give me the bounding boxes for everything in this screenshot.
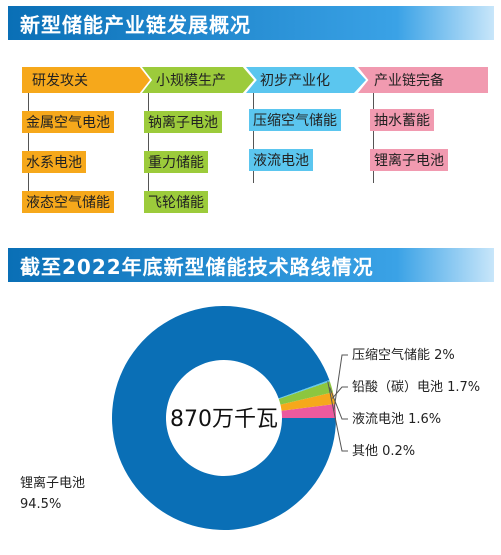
slice-2 [280,392,336,411]
slice-label-4: 其他 0.2% [352,444,415,459]
leader-line-3 [329,387,348,420]
connector-line [253,93,254,183]
leader-line-1 [333,354,348,412]
item-box: 锂离子电池 [370,149,448,171]
slice-label-3: 液流电池 1.6% [352,412,441,427]
item-box: 液流电池 [249,149,313,171]
section-title-tech-routes: 截至2022年底新型储能技术路线情况 [8,248,494,282]
connector-line [373,93,374,183]
item-box: 水系电池 [22,151,86,173]
center-total-label: 870万千瓦 [170,407,278,432]
item-box: 压缩空气储能 [249,109,341,131]
item-box: 抽水蓄能 [370,109,434,131]
item-box: 金属空气电池 [22,111,114,133]
stage-small-scale: 小规模生产 [142,67,254,93]
stage-label: 初步产业化 [260,73,330,89]
slice-label-2: 铅酸（碳）电池 1.7% [352,380,480,395]
stage-complete-chain: 产业链完备 [358,67,488,93]
stage-initial-industrialization: 初步产业化 [246,67,366,93]
stage-research: 研发攻关 [22,67,150,93]
slice-1 [281,403,336,418]
slice-4 [278,380,330,400]
item-box: 钠离子电池 [144,111,222,133]
stage-label: 产业链完备 [374,73,444,89]
slice-3 [278,381,333,405]
slice-0 [111,306,336,531]
leader-line-4 [327,381,348,452]
leader-line-2 [331,386,348,399]
slice-label-0: 锂离子电池 [20,475,85,491]
item-box: 飞轮储能 [144,191,208,213]
section-title-industry-chain: 新型储能产业链发展概况 [8,6,494,40]
item-box: 重力储能 [144,151,208,173]
stage-label: 小规模生产 [156,73,226,89]
item-box: 液态空气储能 [22,191,114,213]
slice-label-1: 压缩空气储能 2% [352,347,455,363]
slice-value-0: 94.5% [20,497,61,512]
stage-label: 研发攻关 [32,73,88,89]
